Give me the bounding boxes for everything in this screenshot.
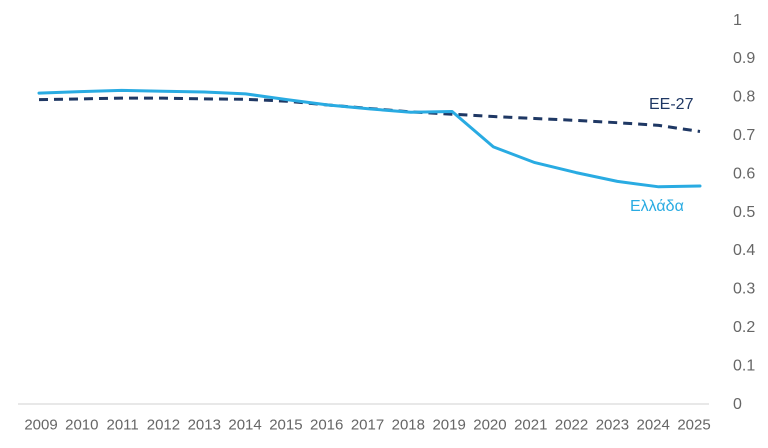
x-axis-tick-label: 2015 (269, 417, 302, 434)
x-axis-tick-label: 2019 (432, 417, 465, 434)
y-axis-tick-label: 0.4 (733, 242, 755, 259)
x-axis-tick-label: 2021 (514, 417, 547, 434)
x-axis-tick-label: 2020 (473, 417, 506, 434)
series-label-ee27: EE-27 (649, 96, 694, 113)
series-line-ee27 (38, 96, 701, 133)
x-axis-tick-label: 2010 (65, 417, 98, 434)
x-axis-tick-label: 2018 (392, 417, 425, 434)
x-axis-tick-label: 2013 (188, 417, 221, 434)
series-label-greece: Ελλάδα (630, 198, 684, 215)
y-axis-tick-label: 1 (733, 12, 742, 29)
y-axis-tick-label: 0.2 (733, 319, 755, 336)
y-axis-tick-label: 0.7 (733, 127, 755, 144)
y-axis-tick-label: 0.6 (733, 165, 755, 182)
y-axis-tick-label: 0 (733, 396, 742, 413)
y-axis-tick-label: 0.8 (733, 89, 755, 106)
x-axis-tick-label: 2016 (310, 417, 343, 434)
y-axis-tick-label: 0.1 (733, 357, 755, 374)
x-axis-tick-label: 2017 (351, 417, 384, 434)
y-axis-tick-label: 0.5 (733, 204, 755, 221)
series-line-greece (37, 88, 702, 189)
x-axis-tick-label: 2011 (106, 417, 138, 434)
x-axis-tick-label: 2012 (147, 417, 180, 434)
x-axis-tick-label: 2022 (555, 417, 588, 434)
y-axis-tick-label: 0.3 (733, 281, 755, 298)
x-axis-tick-label: 2023 (596, 417, 629, 434)
x-axis-tick-label: 2024 (637, 417, 670, 434)
x-axis-tick-label: 2009 (24, 417, 57, 434)
y-axis-tick-label: 0.9 (733, 50, 755, 67)
x-axis-tick-label: 2014 (228, 417, 261, 434)
x-axis-tick-label: 2025 (677, 417, 710, 434)
